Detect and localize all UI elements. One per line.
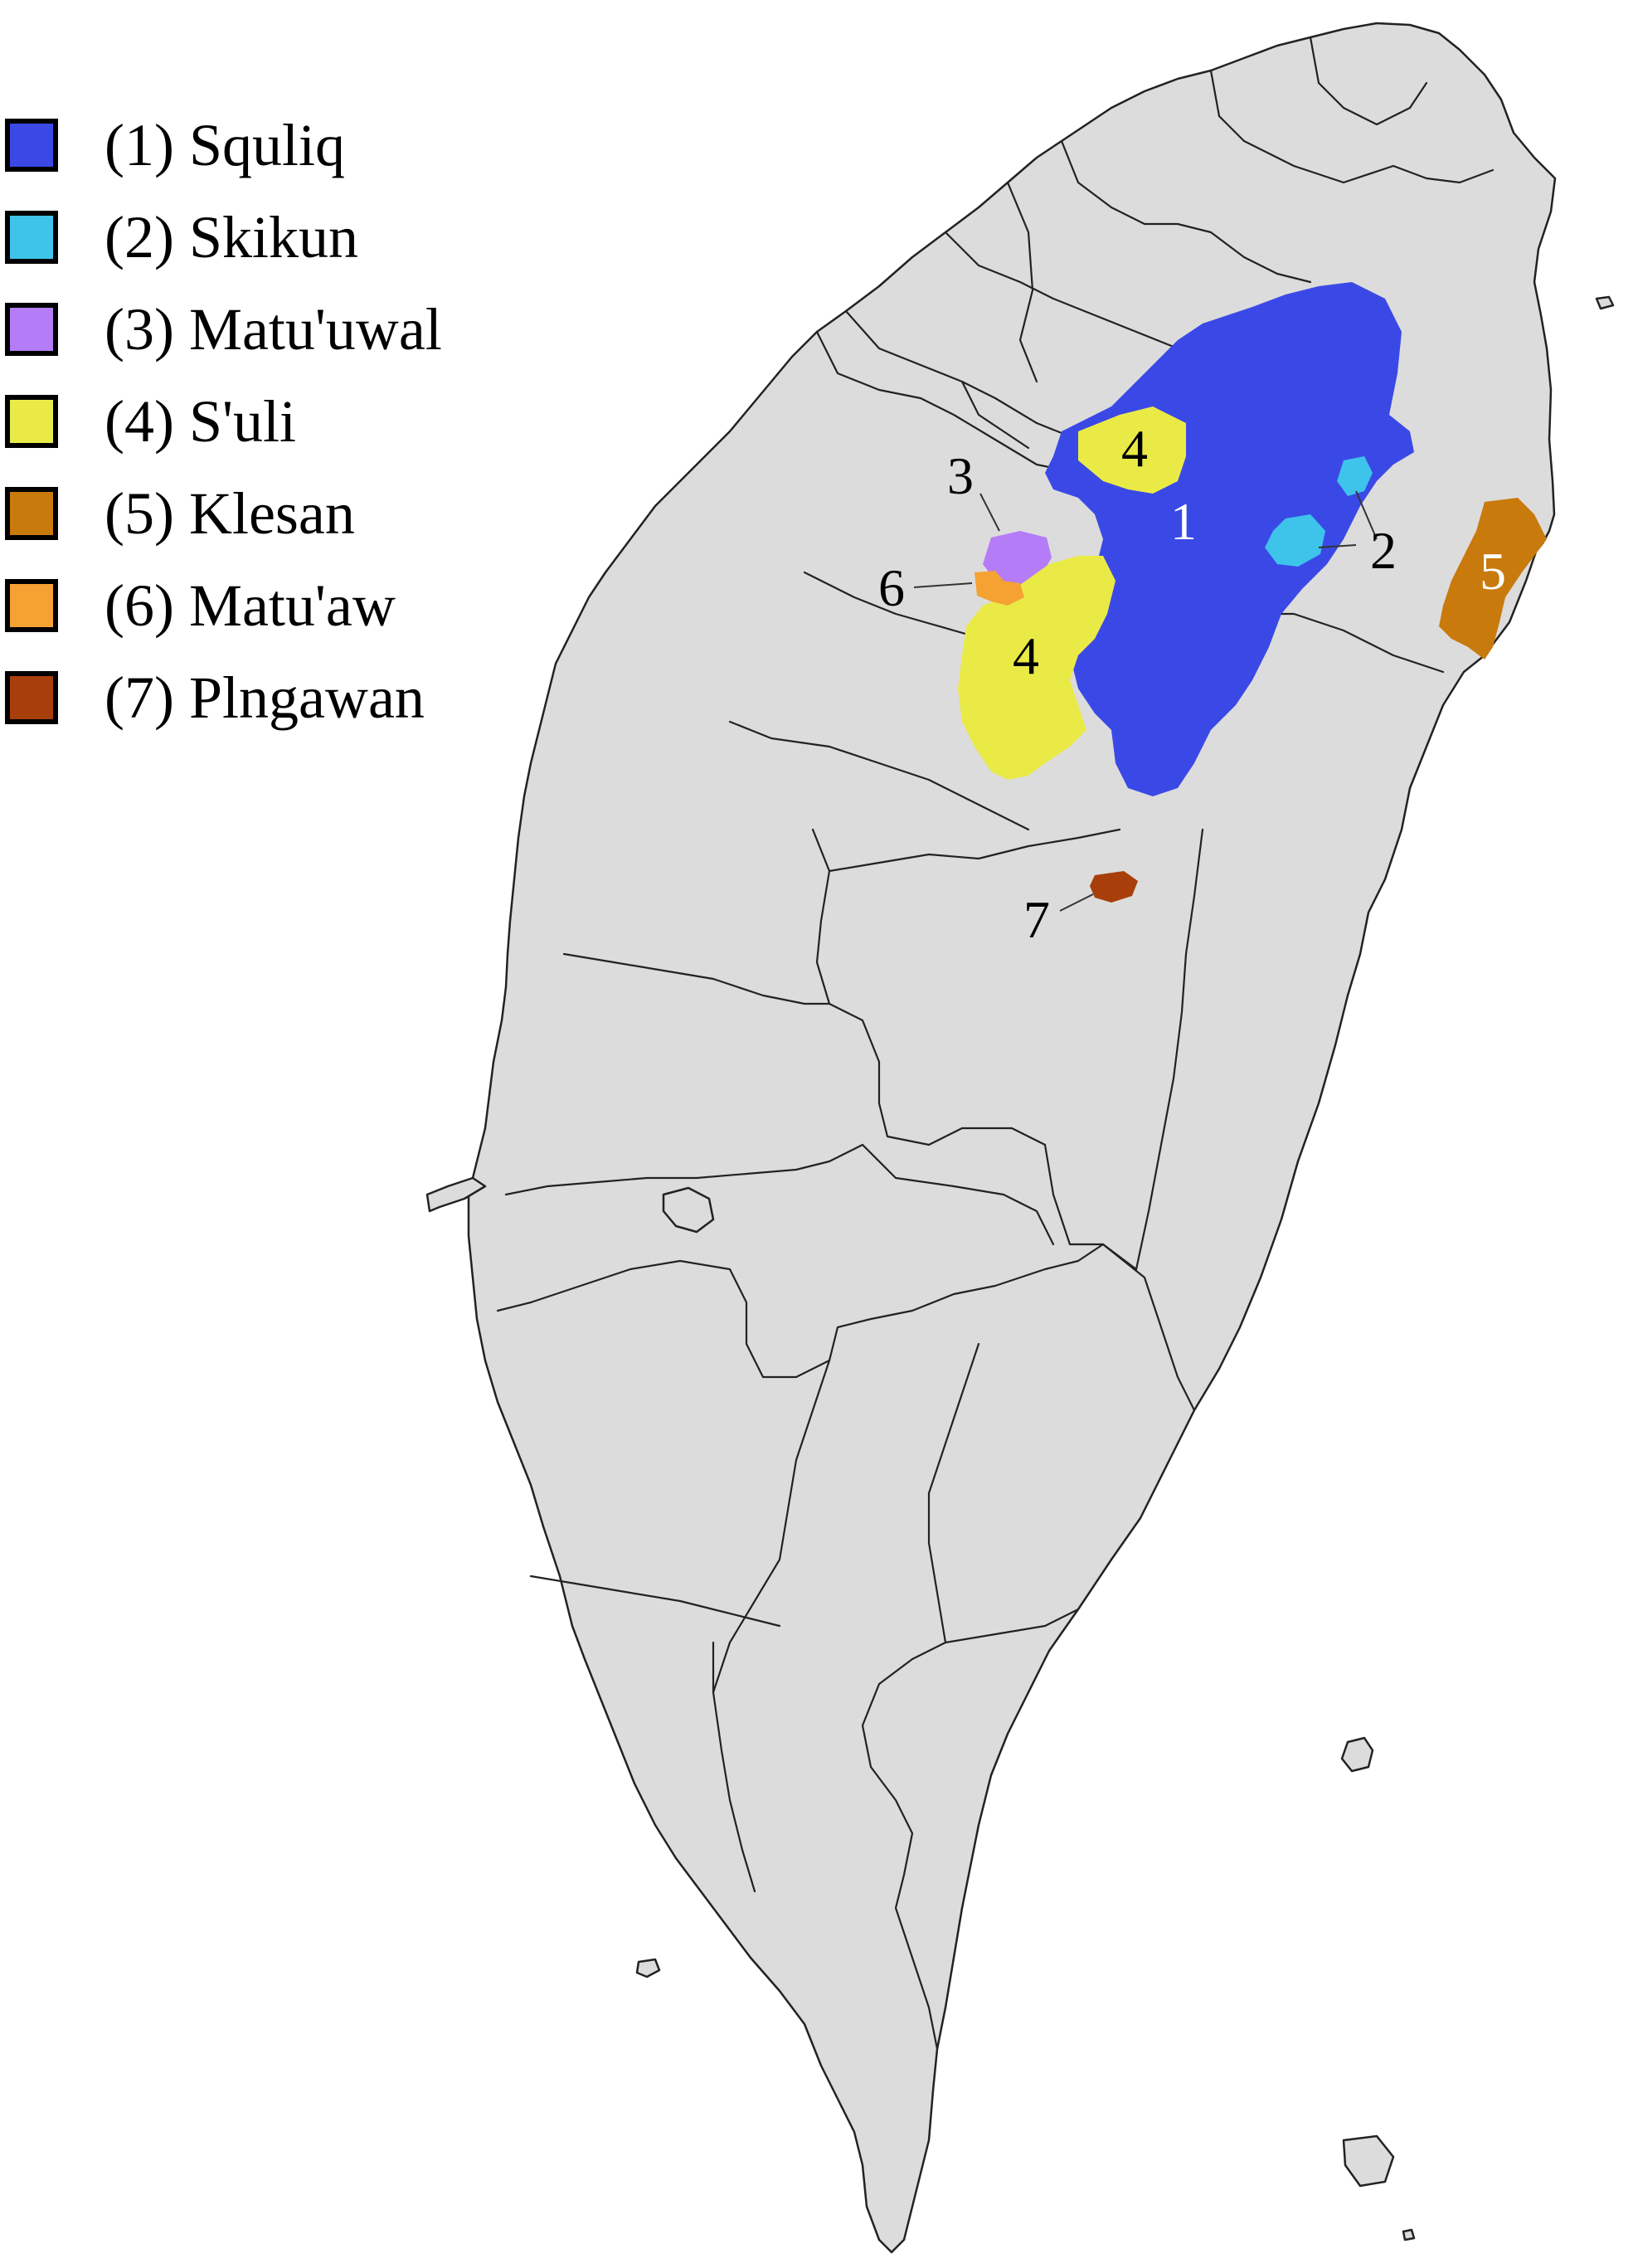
islet-east [1340,1736,1374,1773]
islet-south [1402,2228,1416,2241]
legend-label: (4) S'uli [105,388,296,455]
legend-item-suli: (4) S'uli [0,388,547,455]
label-region-6: 6 [878,558,905,617]
region-suli-a [1078,406,1186,494]
islet-southwest [635,1958,661,1978]
legend-swatch [5,579,58,632]
legend-item-plngawan: (7) Plngawan [0,664,547,731]
region-plngawan [1090,871,1138,903]
region-suli-b [958,556,1115,780]
leader-2a [1355,490,1378,540]
legend-label: (5) Klesan [105,480,355,547]
legend-item-matuaw: (6) Matu'aw [0,572,547,639]
legend-label: (7) Plngawan [105,664,425,731]
legend-item-skikun: (2) Skikun [0,204,547,270]
legend-label: (3) Matu'uwal [105,296,442,363]
legend-item-klesan: (5) Klesan [0,484,547,543]
legend-swatch [5,671,58,724]
leader-2b [1318,544,1357,548]
region-matuuwal [983,531,1052,585]
label-region-3: 3 [947,446,974,505]
islet-west [425,1176,487,1213]
lake-inland [662,1186,715,1234]
legend-label: (6) Matu'aw [105,572,396,639]
region-skikun-b [1265,514,1325,567]
legend-label: (1) Squliq [105,112,346,178]
legend-item-squliq: (1) Squliq [0,112,547,178]
legend-swatch [5,211,58,264]
label-region-4b: 4 [1013,626,1039,685]
legend-swatch [5,303,58,356]
label-region-1: 1 [1170,492,1197,551]
label-region-2: 2 [1370,521,1397,580]
label-region-5: 5 [1480,542,1506,601]
islet-northeast [1595,295,1615,310]
leader-3 [979,493,1000,532]
legend-swatch [5,119,58,172]
legend-swatch [5,395,58,448]
region-klesan [1439,498,1547,659]
label-region-4a: 4 [1121,419,1148,478]
legend-swatch [5,487,58,540]
leader-7 [1059,893,1094,912]
islet-southeast [1342,2134,1395,2188]
region-matuaw [975,571,1024,606]
legend-label: (2) Skikun [105,204,358,270]
legend-item-matuuwal: (3) Matu'uwal [0,296,547,363]
label-region-7: 7 [1023,890,1050,949]
region-skikun-a [1337,456,1373,496]
legend: (1) Squliq (2) Skikun (3) Matu'uwal (4) … [0,112,547,761]
leader-6 [913,582,973,588]
